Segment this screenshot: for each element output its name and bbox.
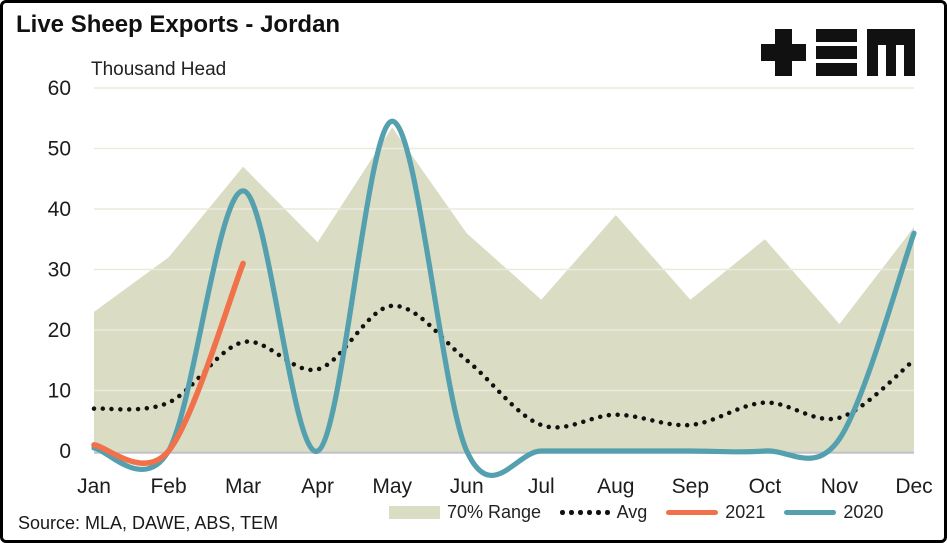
legend-item-range: 70% Range xyxy=(389,502,541,523)
logo-m xyxy=(867,29,915,76)
x-tick-label-dec: Dec xyxy=(895,475,932,498)
y-tick-label-0: 0 xyxy=(59,440,71,463)
x-tick-label-mar: Mar xyxy=(225,475,261,498)
legend-item-2021: 2021 xyxy=(666,502,765,523)
x-tick-label-sep: Sep xyxy=(672,475,709,498)
range-area xyxy=(94,127,914,451)
x-tick-label-apr: Apr xyxy=(301,475,334,498)
legend: 70% Range Avg 2021 2020 xyxy=(389,502,883,523)
x-tick-label-nov: Nov xyxy=(821,475,859,498)
chart-title: Live Sheep Exports - Jordan xyxy=(16,11,341,38)
range-swatch xyxy=(389,506,440,519)
y-tick-label-10: 10 xyxy=(48,380,71,403)
y-axis-title: Thousand Head xyxy=(91,59,227,80)
y-tick-label-40: 40 xyxy=(48,198,71,221)
x-tick-label-jan: Jan xyxy=(77,475,111,498)
y-tick-label-20: 20 xyxy=(48,319,71,342)
legend-item-2020: 2020 xyxy=(784,502,883,523)
series-2020-line xyxy=(91,118,917,478)
legend-label-2021: 2021 xyxy=(725,502,766,522)
x-tick-label-oct: Oct xyxy=(749,475,782,498)
logo-plus-horizontal xyxy=(761,44,806,61)
series-2021-line xyxy=(91,260,246,466)
y-tick-label-50: 50 xyxy=(48,138,71,161)
x-tick-label-aug: Aug xyxy=(597,475,634,498)
avg-swatch xyxy=(560,510,610,515)
avg-line xyxy=(91,303,917,430)
x-tick-label-may: May xyxy=(372,475,412,498)
legend-label-2020: 2020 xyxy=(843,502,884,522)
logo-bar-middle xyxy=(816,46,857,59)
legend-item-avg: Avg xyxy=(560,502,647,523)
logo-bar-bottom xyxy=(816,63,857,76)
series-2020-swatch xyxy=(784,510,837,515)
y-tick-label-30: 30 xyxy=(48,259,71,282)
tem-logo-icon xyxy=(761,29,915,76)
legend-label-avg: Avg xyxy=(616,502,648,522)
x-tick-label-feb: Feb xyxy=(150,475,186,498)
plot-area: 0 10 20 30 40 50 60 Jan Feb Mar Apr May Jun Jul Aug Sep… xyxy=(48,77,933,498)
series-2021-swatch xyxy=(666,510,719,515)
legend-label-range: 70% Range xyxy=(447,502,542,522)
x-tick-label-jun: Jun xyxy=(450,475,484,498)
logo-bar-top xyxy=(816,29,857,42)
y-tick-label-60: 60 xyxy=(48,77,71,100)
source-note: Source: MLA, DAWE, ABS, TEM xyxy=(18,513,279,533)
x-tick-label-jul: Jul xyxy=(528,475,555,498)
